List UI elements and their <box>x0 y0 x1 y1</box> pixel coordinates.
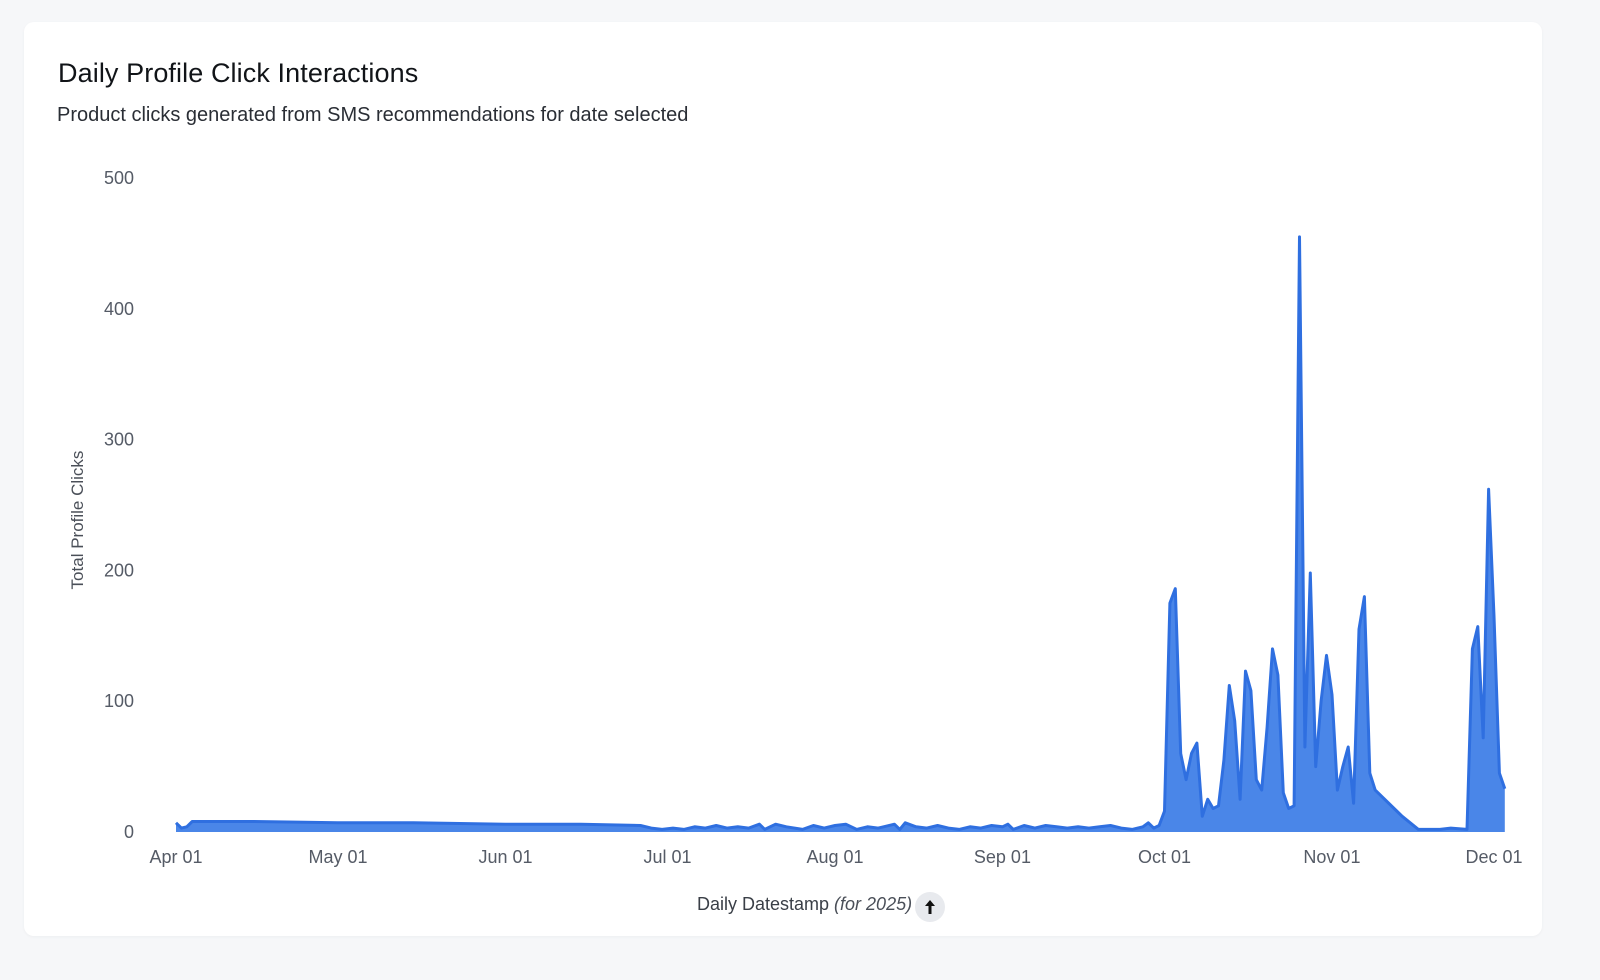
x-axis-label-note: (for 2025) <box>834 893 913 914</box>
y-tick-label: 200 <box>104 560 134 580</box>
y-tick-label: 400 <box>104 299 134 319</box>
y-tick-label: 100 <box>104 691 134 711</box>
x-tick-label: Nov 01 <box>1303 847 1360 867</box>
chart-title: Daily Profile Click Interactions <box>58 58 419 88</box>
x-axis-ticks: Apr 01 May 01 Jun 01 Jul 01 Aug 01 Sep 01 Oct … <box>149 847 1522 867</box>
chart-subtitle: Product clicks generated from SMS recomm… <box>57 104 689 126</box>
sort-button[interactable] <box>915 892 946 922</box>
x-tick-label: Oct 01 <box>1138 847 1191 867</box>
x-tick-label: Jun 01 <box>478 847 532 867</box>
x-tick-label: May 01 <box>309 847 368 867</box>
x-tick-label: Apr 01 <box>149 847 202 867</box>
series-line[interactable] <box>174 235 1507 831</box>
y-axis-ticks: 0 100 200 300 400 500 <box>104 168 134 842</box>
y-tick-label: 0 <box>124 822 134 842</box>
y-axis-label: Total Profile Clicks <box>68 451 87 590</box>
x-tick-label: Dec 01 <box>1465 847 1522 867</box>
x-tick-label: Sep 01 <box>974 847 1031 867</box>
series-area[interactable] <box>174 235 1507 832</box>
arrow-up-icon <box>925 900 936 914</box>
x-tick-label: Jul 01 <box>644 847 692 867</box>
y-tick-label: 300 <box>104 430 134 450</box>
x-tick-label: Aug 01 <box>806 847 863 867</box>
x-axis-label: Daily Datestamp <box>697 893 830 914</box>
chart-card <box>24 22 1542 936</box>
area-fill[interactable] <box>176 236 1505 832</box>
x-axis-label-group: Daily Datestamp (for 2025) <box>697 886 946 922</box>
y-tick-label: 500 <box>104 168 134 188</box>
